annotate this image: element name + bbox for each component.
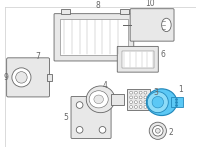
- Circle shape: [130, 91, 133, 94]
- Circle shape: [134, 96, 137, 99]
- Circle shape: [139, 96, 142, 99]
- Circle shape: [139, 101, 142, 104]
- Circle shape: [144, 91, 147, 94]
- Text: 5: 5: [64, 113, 69, 122]
- Circle shape: [130, 101, 133, 104]
- Circle shape: [99, 127, 106, 133]
- Circle shape: [149, 122, 166, 139]
- Text: 10: 10: [145, 0, 155, 8]
- Ellipse shape: [162, 18, 171, 32]
- Circle shape: [16, 72, 27, 83]
- Circle shape: [153, 126, 163, 136]
- Circle shape: [144, 106, 147, 108]
- Bar: [171, 97, 183, 107]
- Circle shape: [12, 68, 31, 87]
- FancyBboxPatch shape: [117, 46, 158, 72]
- Circle shape: [76, 127, 83, 133]
- Bar: [122, 51, 154, 68]
- Circle shape: [147, 92, 168, 113]
- Text: 2: 2: [169, 128, 174, 137]
- Text: 3: 3: [153, 88, 158, 97]
- Text: 1: 1: [178, 85, 183, 94]
- Bar: [127, 89, 150, 110]
- Circle shape: [134, 106, 137, 108]
- FancyBboxPatch shape: [130, 9, 174, 41]
- Ellipse shape: [86, 86, 115, 113]
- Circle shape: [152, 96, 164, 108]
- Bar: [60, 19, 128, 55]
- Ellipse shape: [94, 95, 103, 104]
- Circle shape: [130, 96, 133, 99]
- Text: 9: 9: [4, 73, 9, 82]
- Circle shape: [134, 91, 137, 94]
- Ellipse shape: [89, 91, 108, 108]
- FancyBboxPatch shape: [7, 58, 50, 97]
- Bar: [120, 9, 129, 14]
- FancyBboxPatch shape: [54, 14, 134, 61]
- Bar: [111, 94, 124, 105]
- Ellipse shape: [146, 89, 177, 116]
- Bar: [61, 9, 70, 14]
- Circle shape: [139, 106, 142, 108]
- FancyBboxPatch shape: [71, 96, 111, 138]
- Circle shape: [144, 96, 147, 99]
- Circle shape: [99, 102, 106, 108]
- Circle shape: [76, 102, 83, 108]
- Circle shape: [155, 128, 160, 133]
- Bar: [47, 74, 52, 81]
- Circle shape: [134, 101, 137, 104]
- Circle shape: [144, 101, 147, 104]
- Text: 6: 6: [160, 50, 165, 59]
- Circle shape: [130, 106, 133, 108]
- Text: 8: 8: [95, 1, 100, 10]
- Circle shape: [139, 91, 142, 94]
- Text: 4: 4: [103, 81, 108, 90]
- Text: 7: 7: [35, 52, 40, 61]
